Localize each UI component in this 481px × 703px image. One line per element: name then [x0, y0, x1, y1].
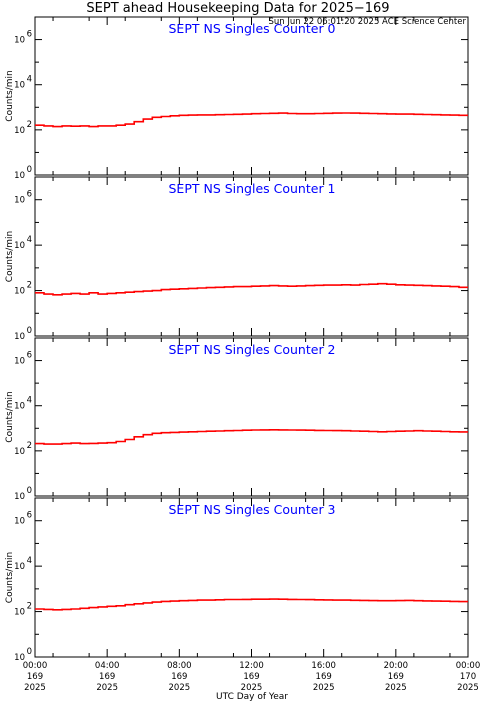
x-tick-label: 169 — [316, 672, 332, 682]
figure-title: SEPT ahead Housekeeping Data for 2025−16… — [86, 1, 389, 16]
y-tick-exponent: 6 — [27, 351, 32, 361]
panel-title: SEPT NS Singles Counter 3 — [168, 502, 335, 517]
y-tick-label: 10 — [14, 196, 25, 206]
x-tick-label: 2025 — [96, 683, 118, 693]
x-tick-label: 12:00 — [239, 661, 264, 671]
panel-title: SEPT NS Singles Counter 0 — [168, 21, 335, 36]
panel-frame — [34, 16, 469, 176]
x-tick-label: 170 — [460, 672, 476, 682]
y-tick-label: 10 — [14, 357, 25, 367]
y-axis-label: Counts/min — [5, 552, 15, 603]
panel-title: SEPT NS Singles Counter 2 — [168, 342, 335, 357]
series-line — [35, 112, 468, 128]
x-tick-label: 2025 — [241, 683, 263, 693]
y-tick-exponent: 4 — [27, 396, 32, 406]
x-tick-label: 2025 — [457, 683, 479, 693]
x-tick-label: 169 — [171, 672, 187, 682]
y-tick-label: 10 — [14, 608, 25, 618]
y-tick-label: 10 — [14, 562, 25, 572]
y-tick-exponent: 6 — [27, 511, 32, 521]
y-tick-label: 10 — [14, 517, 25, 527]
panel-frame — [34, 337, 469, 497]
y-tick-label: 10 — [14, 332, 25, 342]
y-tick-exponent: 6 — [27, 30, 32, 40]
x-tick-label: 2025 — [24, 683, 46, 693]
y-tick-label: 10 — [14, 402, 25, 412]
y-axis-label: Counts/min — [5, 70, 15, 121]
x-tick-label: 2025 — [385, 683, 407, 693]
y-tick-label: 10 — [14, 36, 25, 46]
panel-title: SEPT NS Singles Counter 1 — [168, 181, 335, 196]
y-tick-exponent: 4 — [27, 556, 32, 566]
panel-frame — [34, 497, 469, 658]
y-tick-exponent: 4 — [27, 235, 32, 245]
panel-frame — [34, 176, 469, 337]
y-tick-exponent: 4 — [27, 75, 32, 85]
x-tick-label: 169 — [243, 672, 259, 682]
series-line — [35, 598, 468, 611]
x-axis-label: UTC Day of Year — [216, 692, 288, 702]
x-tick-label: 00:00 — [23, 661, 48, 671]
generation-timestamp: Sun Jun 22 06:01:20 2025 ACE Science Cen… — [268, 17, 466, 27]
y-tick-label: 10 — [14, 126, 25, 136]
x-tick-label: 08:00 — [167, 661, 192, 671]
x-tick-label: 04:00 — [95, 661, 120, 671]
y-tick-label: 10 — [14, 447, 25, 457]
x-tick-label: 20:00 — [384, 661, 409, 671]
y-tick-label: 10 — [14, 492, 25, 502]
y-tick-exponent: 2 — [27, 441, 32, 451]
y-axis-label: Counts/min — [5, 231, 15, 282]
y-tick-exponent: 0 — [27, 165, 32, 175]
y-tick-exponent: 0 — [27, 326, 32, 336]
y-tick-exponent: 6 — [27, 190, 32, 200]
x-tick-label: 169 — [27, 672, 43, 682]
x-tick-label: 16:00 — [311, 661, 336, 671]
y-tick-label: 10 — [14, 287, 25, 297]
series-line — [35, 282, 468, 296]
y-tick-exponent: 2 — [27, 120, 32, 130]
y-tick-exponent: 2 — [27, 602, 32, 612]
y-tick-label: 10 — [14, 241, 25, 251]
x-axis: 00:00169202504:00169202508:00169202512:0… — [23, 661, 481, 693]
x-tick-label: 169 — [99, 672, 115, 682]
y-tick-exponent: 2 — [27, 281, 32, 291]
y-axis-label: Counts/min — [5, 391, 15, 442]
y-tick-exponent: 0 — [27, 647, 32, 657]
x-tick-label: 2025 — [313, 683, 335, 693]
x-tick-label: 00:00 — [456, 661, 481, 671]
y-tick-label: 10 — [14, 81, 25, 91]
y-tick-label: 10 — [14, 171, 25, 181]
x-tick-label: 169 — [388, 672, 404, 682]
y-tick-exponent: 0 — [27, 486, 32, 496]
y-tick-label: 10 — [14, 653, 25, 663]
series-line — [35, 429, 468, 445]
x-tick-label: 2025 — [169, 683, 191, 693]
